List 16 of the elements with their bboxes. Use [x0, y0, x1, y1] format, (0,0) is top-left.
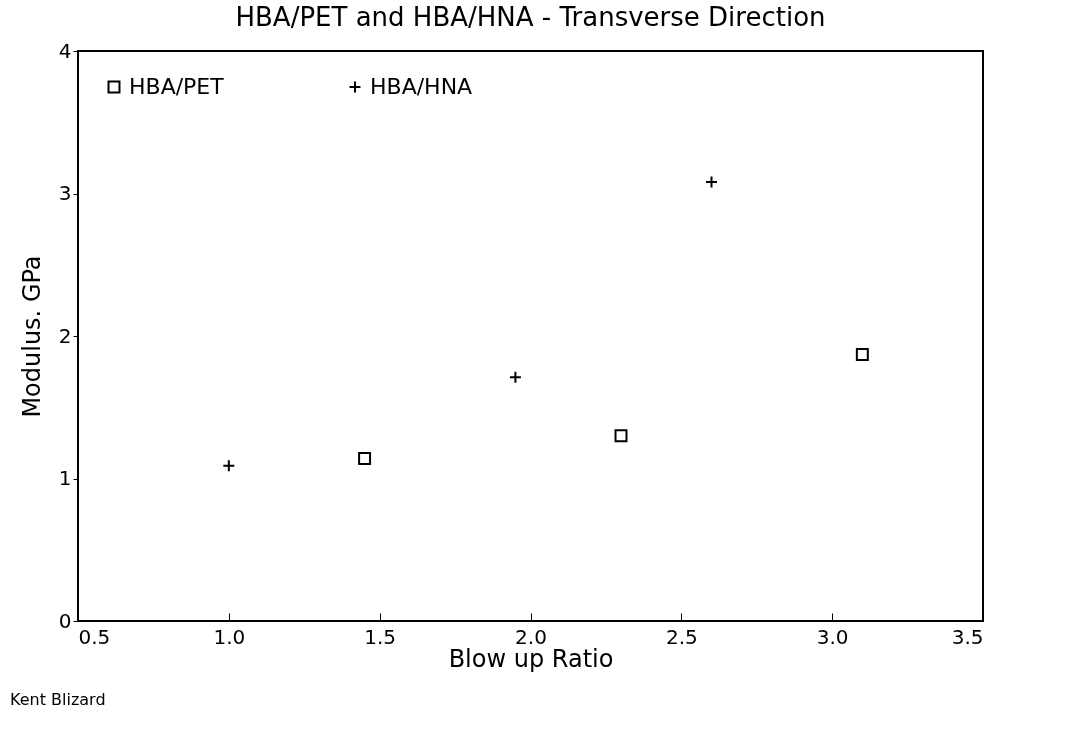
y-tick-label: 2: [58, 323, 72, 348]
legend-label: HBA/PET: [129, 74, 225, 99]
x-tick-label: 1.0: [213, 624, 246, 649]
x-tick-label: 3.0: [816, 624, 849, 649]
x-tick-label: 2.5: [665, 624, 698, 649]
x-tick-label: 0.5: [78, 624, 111, 649]
y-tick-label: 1: [58, 466, 72, 490]
chart-title: HBA/PET and HBA/HNA - Transverse Direction: [235, 2, 826, 32]
y-tick-label: 0: [58, 608, 72, 633]
x-tick-label: 3.5: [951, 624, 984, 649]
y-tick-label: 4: [58, 38, 72, 63]
legend-label: HBA/HNA: [370, 74, 473, 99]
y-axis-title: Modulus. GPa: [17, 255, 46, 418]
y-tick-label: 3: [58, 181, 72, 205]
x-tick-label: 1.5: [364, 624, 397, 649]
text: Kent Blizard: [10, 690, 106, 709]
